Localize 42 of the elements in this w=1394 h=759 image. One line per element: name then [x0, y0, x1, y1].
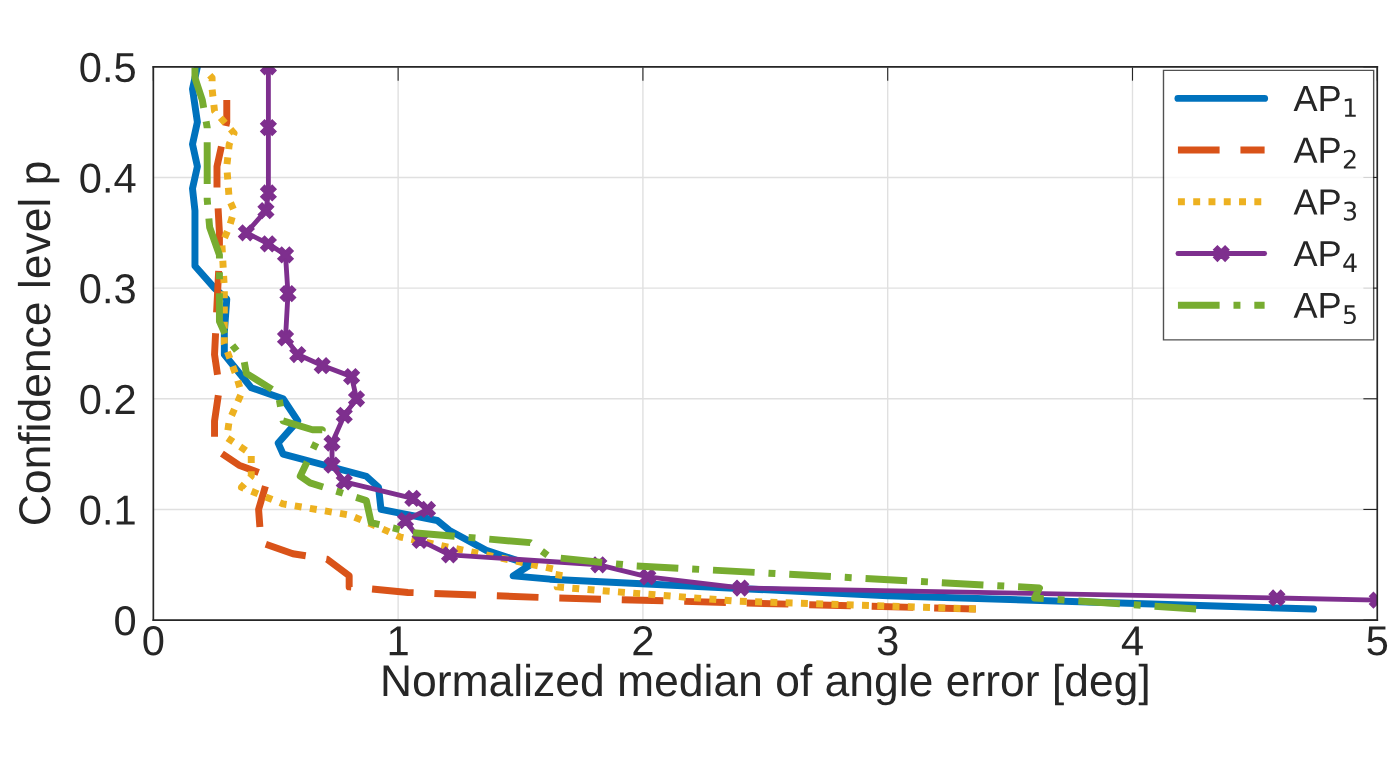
point: [323, 456, 341, 474]
x-tick-label: 3: [877, 626, 898, 656]
point: [348, 390, 365, 408]
y-tick-label: 0.3: [80, 274, 135, 304]
x-tick-label: 1: [389, 626, 408, 656]
x-tick-label: 5: [1367, 626, 1388, 656]
x-tick-label: 4: [1121, 626, 1143, 656]
legend-label: AP$_{2}$: [1293, 137, 1356, 169]
point: [279, 285, 297, 302]
y-tick-label: 0.1: [80, 495, 135, 525]
point: [289, 346, 307, 363]
point: [277, 329, 294, 347]
y-tick-label: 0.2: [80, 384, 135, 415]
point: [441, 546, 458, 564]
legend-label: AP$_{5}$: [1293, 292, 1356, 325]
point: [1268, 589, 1286, 607]
point: [732, 579, 750, 597]
point: [260, 235, 277, 253]
point: [323, 434, 341, 452]
point: [397, 512, 414, 529]
point: [260, 119, 277, 136]
point: [257, 202, 275, 219]
legend-label: AP$_{1}$: [1293, 86, 1356, 117]
point: [343, 368, 360, 385]
y-tick-label: 0.5: [80, 52, 135, 83]
point: [335, 473, 353, 491]
point: [335, 407, 353, 424]
point: [313, 357, 331, 374]
x-tick-label: 0: [143, 626, 164, 656]
point: [419, 501, 436, 518]
point: [238, 224, 255, 242]
point: [277, 246, 294, 264]
legend-label: AP$_{4}$: [1293, 241, 1357, 273]
x-tick-label: 2: [633, 626, 653, 656]
y-tick-label: 0: [115, 606, 136, 636]
legend-label: AP$_{3}$: [1293, 189, 1357, 221]
y-tick-label: 0.4: [80, 163, 136, 193]
point: [404, 490, 422, 507]
point: [639, 568, 657, 586]
x-axis-title: Normalized median of angle error [deg]: [383, 663, 1148, 706]
point: [260, 184, 277, 202]
y-axis-title: Confidence level p: [17, 162, 60, 525]
